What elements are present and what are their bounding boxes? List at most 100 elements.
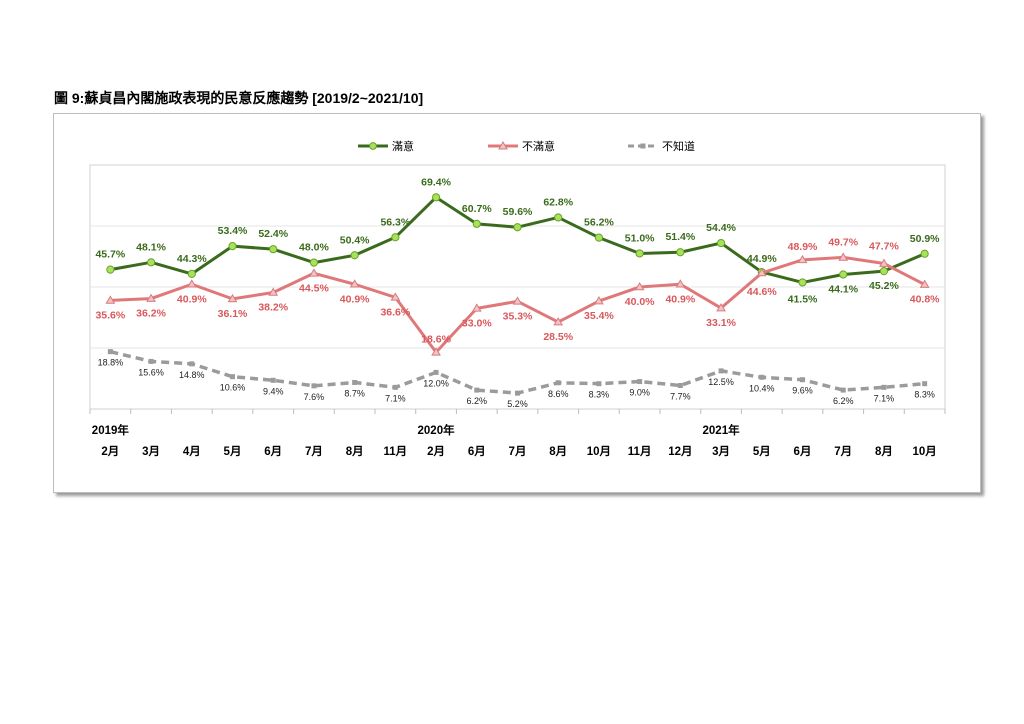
series-3-point (474, 387, 480, 393)
x-tick-label: 3月 (142, 445, 160, 458)
x-tick-label: 6月 (794, 445, 812, 458)
data-label-2: 44.6% (747, 286, 777, 298)
data-label-2: 35.4% (584, 310, 614, 322)
data-label-3: 8.7% (344, 388, 365, 398)
data-label-3: 7.7% (670, 392, 691, 402)
x-tick-label: 5月 (753, 445, 771, 458)
series-1-point (594, 233, 604, 242)
data-label-1: 44.3% (177, 253, 207, 265)
x-tick-label: 12月 (668, 445, 692, 458)
data-label-2: 35.6% (95, 309, 125, 321)
series-2-point (797, 254, 808, 264)
series-1-point (716, 238, 726, 248)
data-label-2: 40.0% (625, 296, 655, 308)
legend-marker-3 (640, 143, 646, 149)
x-tick-label: 2月 (427, 445, 445, 458)
data-label-1: 56.2% (584, 217, 614, 229)
series-3-point (922, 381, 928, 387)
series-2-point (349, 279, 360, 288)
series-3-point (881, 384, 887, 390)
series-3-point (596, 381, 602, 387)
series-3-point (677, 383, 683, 389)
figure-title: 圖 9:蘇貞昌內閣施政表現的民意反應趨勢 [2019/2~2021/10] (54, 90, 424, 106)
series-1-point (146, 258, 156, 267)
series-3-point (270, 377, 276, 383)
legend-label-2: 不滿意 (522, 139, 555, 153)
x-tick-label: 7月 (509, 445, 527, 458)
x-tick-label: 6月 (468, 445, 486, 458)
data-label-2: 47.7% (869, 241, 899, 253)
legend-marker-2 (498, 140, 508, 150)
series-2-point (716, 303, 726, 312)
data-label-2: 49.7% (828, 236, 858, 248)
series-1-point (228, 242, 237, 251)
data-label-2: 40.9% (340, 293, 370, 305)
series-2-point (309, 268, 319, 277)
data-label-3: 8.3% (589, 390, 610, 400)
data-label-1: 48.1% (136, 241, 166, 253)
legend-marker-1 (369, 142, 377, 150)
x-tick-label: 10月 (587, 445, 611, 458)
data-label-3: 10.4% (749, 383, 775, 393)
series-2-point (553, 317, 564, 326)
series-2-point (838, 252, 849, 261)
series-3-point (555, 380, 561, 386)
data-label-2: 36.6% (380, 306, 410, 318)
data-label-1: 53.4% (218, 225, 248, 237)
data-label-1: 50.4% (340, 234, 370, 246)
series-1-point (106, 265, 115, 274)
data-label-3: 5.2% (507, 399, 528, 409)
legend-label-3: 不知道 (662, 139, 695, 153)
data-label-3: 7.6% (304, 392, 325, 402)
series-1-point (269, 245, 278, 254)
data-label-1: 52.4% (258, 228, 288, 240)
data-label-2: 36.2% (136, 308, 166, 320)
x-tick-label: 5月 (224, 445, 242, 458)
data-label-1: 48.0% (299, 242, 329, 254)
x-tick-label: 3月 (712, 445, 730, 458)
data-label-2: 40.9% (177, 293, 207, 305)
data-label-2: 40.8% (910, 294, 940, 306)
data-label-3: 8.6% (548, 389, 569, 399)
data-label-1: 59.6% (503, 206, 533, 218)
data-label-2: 40.9% (665, 293, 695, 305)
series-3-point (637, 379, 643, 385)
data-label-2: 18.6% (421, 333, 451, 345)
x-tick-label: 8月 (346, 445, 364, 458)
data-label-1: 62.8% (543, 196, 573, 208)
data-label-1: 54.4% (706, 222, 736, 234)
year-label: 2020年 (418, 423, 456, 437)
series-2-point (634, 282, 645, 291)
series-1-point (350, 251, 359, 260)
data-label-2: 48.9% (788, 241, 818, 253)
series-3-point (189, 361, 195, 367)
x-tick-label: 10月 (912, 445, 936, 458)
series-3-point (840, 387, 846, 393)
series-3-point (433, 369, 439, 375)
x-tick-label: 6月 (264, 445, 282, 458)
series-1-point (187, 269, 196, 278)
series-2-point (919, 279, 930, 288)
series-1-point (391, 233, 400, 242)
data-label-3: 9.6% (792, 386, 813, 396)
series-3-point (107, 349, 113, 355)
series-1-point (431, 193, 441, 202)
series-3-point (148, 358, 154, 364)
data-label-1: 60.7% (462, 203, 492, 215)
data-label-2: 35.3% (503, 310, 533, 322)
data-label-1: 69.4% (421, 176, 451, 188)
series-1-point (554, 213, 563, 222)
x-tick-label: 8月 (549, 445, 567, 458)
series-3-point (718, 368, 724, 374)
series-3-point (392, 384, 398, 390)
x-tick-label: 7月 (305, 445, 323, 458)
data-label-3: 6.2% (833, 396, 854, 406)
data-label-1: 45.7% (95, 249, 125, 261)
data-label-1: 56.3% (380, 216, 410, 228)
series-3-point (800, 377, 805, 383)
data-label-3: 14.8% (179, 370, 205, 380)
data-label-3: 7.1% (385, 393, 406, 403)
series-3-point (352, 379, 358, 385)
data-label-3: 12.5% (708, 377, 734, 387)
